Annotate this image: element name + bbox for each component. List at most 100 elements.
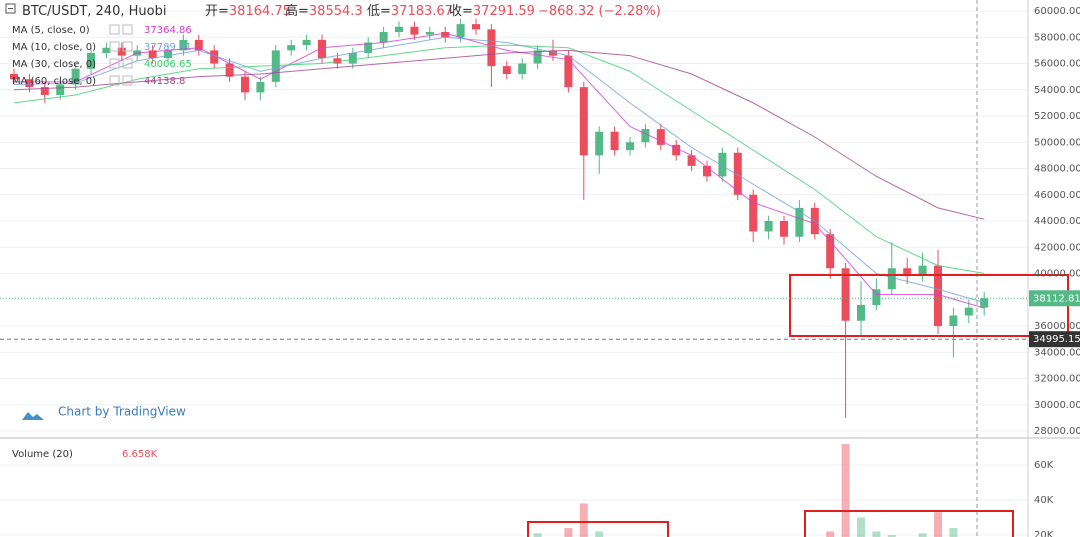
candle-body <box>549 50 557 56</box>
volume-bar <box>918 533 927 537</box>
candle-body <box>764 221 773 232</box>
ma-line <box>13 49 985 220</box>
ohlc-value: 37291.59 <box>473 4 535 19</box>
candle-body <box>841 268 850 321</box>
candle-body <box>579 87 588 156</box>
candle-body <box>857 305 865 321</box>
candle-body <box>980 298 989 308</box>
ma-legend-name: MA (5, close, 0) <box>12 25 90 36</box>
candle-body <box>703 165 711 177</box>
change: −868.32 (−2.28%) <box>538 4 661 19</box>
ma-legend-value: 37364.86 <box>144 25 192 36</box>
watermark-text: Chart by TradingView <box>58 405 186 419</box>
candle-body <box>918 265 927 277</box>
candle-body <box>656 129 665 145</box>
candle-body <box>903 268 912 277</box>
candle-body <box>256 81 265 93</box>
candle-body <box>179 39 188 51</box>
y-tick-label: 42000.00 <box>1034 242 1080 253</box>
volume-bar <box>841 444 850 537</box>
candle-body <box>795 207 804 237</box>
y-tick-label: 52000.00 <box>1034 111 1080 122</box>
volume-bar <box>533 533 542 537</box>
collapse-icon[interactable] <box>5 3 16 14</box>
legend-icon <box>122 58 133 69</box>
candle-body <box>318 39 326 59</box>
candle-body <box>87 53 95 69</box>
candle-body <box>241 76 249 93</box>
ohlc-label: 低= <box>367 4 391 19</box>
y-tick-label: 32000.00 <box>1034 374 1080 385</box>
candle-body <box>148 50 157 59</box>
candle-body <box>210 50 219 64</box>
candle-body <box>117 47 126 56</box>
volume-bar <box>934 512 942 537</box>
candle-body <box>379 32 388 43</box>
ma-line <box>13 44 985 274</box>
candle-body <box>302 39 311 46</box>
candle-body <box>410 26 419 35</box>
candle-body <box>718 152 727 177</box>
legend-icon <box>122 24 133 35</box>
ma-line <box>14 32 985 309</box>
volume-legend: Volume (20) <box>12 449 73 460</box>
candle-body <box>333 58 342 64</box>
candle-body <box>949 315 958 326</box>
legend-icon <box>109 75 120 86</box>
candle-body <box>287 45 296 51</box>
candle-body <box>10 74 18 80</box>
annotation-box <box>804 510 1014 537</box>
y-tick-label: 54000.00 <box>1034 85 1080 96</box>
candle-body <box>348 53 357 64</box>
candle-body <box>56 84 65 95</box>
volume-tick-label: 40K <box>1034 495 1054 506</box>
volume-value: 6.658K <box>122 449 158 460</box>
candle-body <box>164 50 172 59</box>
candle-body <box>641 129 650 143</box>
volume-bar <box>595 531 604 537</box>
candle-body <box>364 42 373 53</box>
candle-body <box>441 32 450 38</box>
ohlc-value: 37183.67 <box>391 4 453 19</box>
candle-body <box>194 39 203 51</box>
candle-body <box>425 32 434 35</box>
candle-body <box>502 66 511 74</box>
candle-body <box>780 221 788 237</box>
candle-body <box>487 29 496 67</box>
y-tick-label: 30000.00 <box>1034 400 1080 411</box>
y-tick-label: 28000.00 <box>1034 426 1080 437</box>
header: BTC/USDT, 240, Huobi 开=38164.75 高=38554.… <box>22 3 661 19</box>
candle-body <box>25 79 34 88</box>
candle-body <box>887 268 896 290</box>
y-tick-label: 50000.00 <box>1034 137 1080 148</box>
candle-body <box>749 194 758 232</box>
watermark-logo <box>22 412 44 420</box>
ma-legend-name: MA (10, close, 0) <box>12 42 96 53</box>
candle-body <box>395 26 403 32</box>
candle-body <box>71 68 80 85</box>
ma-legend-value: 40006.65 <box>144 59 192 70</box>
candle-body <box>40 87 49 95</box>
volume-bar <box>887 535 896 537</box>
ma-legend-value: 44138.8 <box>144 76 185 87</box>
candle-body <box>672 144 681 156</box>
volume-bar <box>872 531 881 537</box>
y-tick-label: 58000.00 <box>1034 32 1080 43</box>
y-tick-label: 36000.00 <box>1034 321 1080 332</box>
marks <box>10 18 989 537</box>
crosshair-tag <box>1029 331 1080 348</box>
volume-tick-label: 20K <box>1034 530 1054 537</box>
grid <box>0 10 1028 536</box>
legend-icon <box>122 75 133 86</box>
candle-body <box>564 55 573 88</box>
ma-legend-value: 37789.41 <box>144 42 192 53</box>
candle-body <box>518 63 527 74</box>
y-tick-label: 60000.00 <box>1034 6 1080 17</box>
y-tick-label: 44000.00 <box>1034 216 1080 227</box>
annotation-box <box>527 521 669 537</box>
volume-bar <box>949 528 958 537</box>
ma-line <box>13 36 985 303</box>
legend-icon <box>109 58 120 69</box>
crosshair-label: 34995.15 <box>1033 334 1080 345</box>
